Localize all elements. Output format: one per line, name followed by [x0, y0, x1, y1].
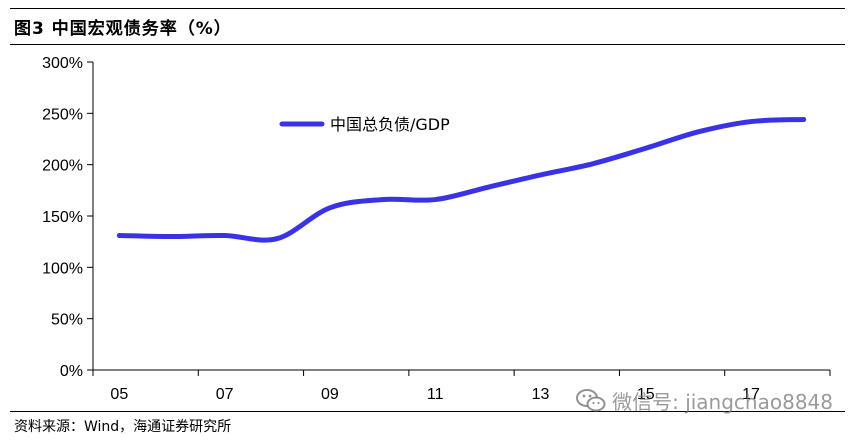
y-tick-label: 150% — [42, 209, 83, 226]
source-note: 资料来源：Wind，海通证券研究所 — [14, 419, 232, 435]
data-point — [591, 161, 596, 166]
series-layer — [116, 116, 807, 243]
x-tick-label: 11 — [427, 386, 444, 403]
x-tick-label: 17 — [742, 386, 760, 403]
series-line — [116, 116, 807, 243]
watermark-text: 微信号: jiangchao8848 — [612, 390, 833, 414]
x-tick-label: 15 — [637, 386, 655, 403]
data-point — [801, 117, 806, 122]
data-point — [485, 185, 490, 190]
y-axis-ticks: 0% 50% 100% 150% 200% 250% 300% — [42, 55, 93, 380]
x-tick-label: 05 — [110, 386, 128, 403]
data-point — [169, 234, 174, 239]
data-point — [222, 233, 227, 238]
figure-title: 图3 中国宏观债务率（%） — [14, 19, 232, 39]
y-tick-label: 250% — [42, 106, 83, 123]
x-tick-label: 07 — [216, 386, 234, 403]
x-tick-label: 13 — [532, 386, 550, 403]
y-tick-label: 300% — [42, 55, 83, 72]
y-tick-label: 50% — [51, 312, 83, 329]
data-point — [117, 233, 122, 238]
data-point — [380, 197, 385, 202]
watermark: 微信号: jiangchao8848 — [576, 386, 833, 415]
legend-label: 中国总负债/GDP — [330, 115, 450, 134]
data-point — [327, 205, 332, 210]
title-rule — [10, 44, 845, 45]
chart-legend: 中国总负债/GDP — [279, 115, 450, 134]
data-point — [433, 197, 438, 202]
data-point — [643, 146, 648, 151]
x-tick-label: 09 — [321, 386, 339, 403]
bottom-rule — [10, 411, 845, 412]
data-point — [275, 236, 280, 241]
x-axis-ticks: 05 07 09 11 13 15 17 — [92, 370, 831, 403]
data-point — [696, 129, 701, 134]
y-tick-label: 200% — [42, 158, 83, 175]
y-tick-label: 0% — [60, 363, 83, 380]
chart-axes — [92, 62, 830, 371]
data-point — [749, 119, 754, 124]
data-point — [538, 172, 543, 177]
top-rule — [10, 8, 845, 9]
wechat-icon — [576, 388, 606, 411]
y-tick-label: 100% — [42, 260, 83, 277]
